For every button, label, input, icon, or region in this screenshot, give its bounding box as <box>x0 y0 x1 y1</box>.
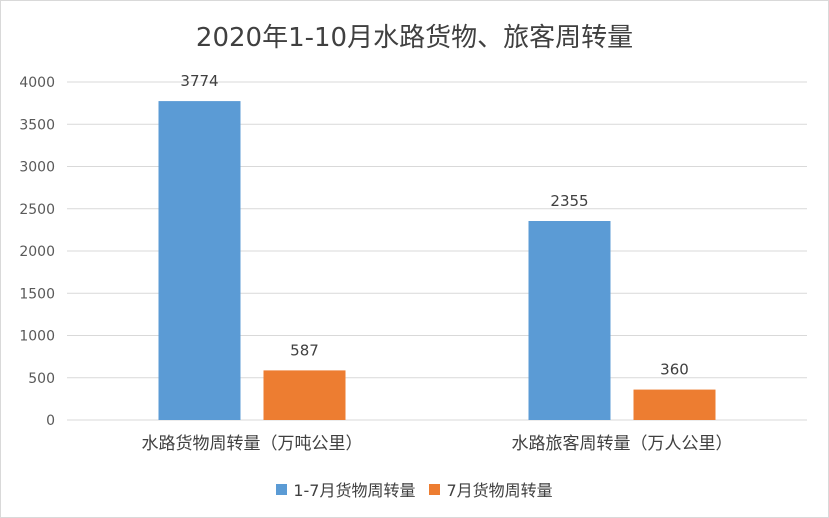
legend-item-series-1: 1-7月货物周转量 <box>276 477 415 501</box>
y-tick-label-1: 500 <box>28 371 55 387</box>
chart-title: 2020年1-10月水路货物、旅客周转量 <box>195 23 634 53</box>
data-label-1-series-1: 3774 <box>180 72 218 90</box>
y-tick-label-6: 3000 <box>19 160 55 176</box>
category-label-2: 水路旅客周转量（万人公里） <box>512 434 733 454</box>
legend-label-series-1: 1-7月货物周转量 <box>293 481 416 500</box>
y-tick-label-0: 0 <box>46 413 55 429</box>
bar-2-series-2 <box>633 389 716 420</box>
y-tick-label-2: 1000 <box>19 329 55 345</box>
data-labels: 3774 587 2355 360 <box>180 72 688 378</box>
legend: 1-7月货物周转量 7月货物周转量 <box>1 477 828 501</box>
category-label-1: 水路货物周转量（万吨公里） <box>142 434 363 454</box>
bar-2-series-1 <box>528 221 611 420</box>
y-tick-label-5: 2500 <box>19 202 55 218</box>
legend-swatch-series-2 <box>429 483 441 495</box>
y-tick-label-8: 4000 <box>19 75 55 91</box>
data-label-2-series-2: 360 <box>660 361 689 379</box>
y-tick-label-4: 2000 <box>19 244 55 260</box>
bars <box>158 101 716 421</box>
bar-1-series-1 <box>158 101 241 421</box>
legend-swatch-series-1 <box>276 483 288 495</box>
bar-chart: 0 500 1000 1500 2000 2500 3000 3500 4000 3774 587… <box>19 72 807 454</box>
bar-1-series-2 <box>263 370 346 420</box>
y-axis-ticks: 0 500 1000 1500 2000 2500 3000 3500 4000 <box>19 75 55 429</box>
y-tick-label-7: 3500 <box>19 117 55 133</box>
legend-label-series-2: 7月货物周转量 <box>446 481 553 500</box>
y-tick-label-3: 1500 <box>19 286 55 302</box>
legend-item-series-2: 7月货物周转量 <box>429 477 553 501</box>
data-label-1-series-2: 587 <box>290 341 319 359</box>
data-label-2-series-1: 2355 <box>550 192 588 210</box>
category-labels: 水路货物周转量（万吨公里） 水路旅客周转量（万人公里） <box>142 434 733 454</box>
